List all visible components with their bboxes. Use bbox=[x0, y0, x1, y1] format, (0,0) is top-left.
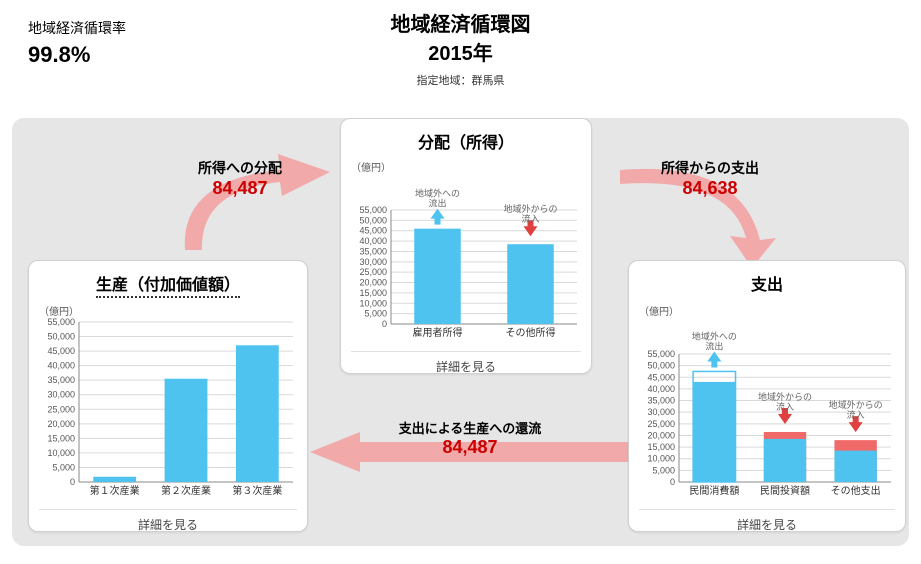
svg-text:40,000: 40,000 bbox=[647, 384, 675, 394]
flow-to-prod-text: 支出による生産への還流 bbox=[360, 418, 580, 437]
svg-text:5,000: 5,000 bbox=[52, 462, 75, 472]
svg-text:45,000: 45,000 bbox=[47, 346, 75, 356]
flow-label-to-prod: 支出による生産への還流 84,487 bbox=[360, 418, 580, 458]
rate-block: 地域経済循環率 99.8% bbox=[28, 18, 126, 68]
title-block: 地域経済循環図 2015年 指定地域：群馬県 bbox=[0, 8, 921, 88]
svg-text:30,000: 30,000 bbox=[47, 390, 75, 400]
detail-link-expenditure[interactable]: 詳細を見る bbox=[639, 509, 895, 533]
svg-text:35,000: 35,000 bbox=[647, 396, 675, 406]
flow-to-prod-value: 84,487 bbox=[360, 437, 580, 458]
rate-label: 地域経済循環率 bbox=[28, 18, 126, 38]
subtitle: 指定地域：群馬県 bbox=[0, 72, 921, 88]
svg-text:50,000: 50,000 bbox=[47, 332, 75, 342]
flow-to-exp-text: 所得からの支出 bbox=[630, 158, 790, 178]
svg-text:地域外への: 地域外への bbox=[415, 188, 460, 199]
panel-production: 生産（付加価値額） （億円） 0 5,000 10,000 15,000 20,000 2… bbox=[28, 260, 308, 532]
svg-text:5,000: 5,000 bbox=[652, 465, 675, 475]
svg-text:25,000: 25,000 bbox=[647, 419, 675, 429]
svg-text:20,000: 20,000 bbox=[359, 278, 387, 288]
svg-text:50,000: 50,000 bbox=[359, 215, 387, 225]
svg-text:45,000: 45,000 bbox=[647, 372, 675, 382]
svg-text:30,000: 30,000 bbox=[647, 407, 675, 417]
panel-expenditure: 支出 （億円） 0 5,00010,000 15,000 20,00025,000 30… bbox=[628, 260, 906, 532]
detail-link-production[interactable]: 詳細を見る bbox=[39, 509, 297, 533]
svg-text:流入: 流入 bbox=[847, 409, 865, 420]
detail-link-distribution[interactable]: 詳細を見る bbox=[351, 351, 581, 375]
ylabel-prod: （億円） bbox=[39, 303, 297, 318]
svg-text:10,000: 10,000 bbox=[647, 454, 675, 464]
ylabel-dist: （億円） bbox=[351, 159, 581, 174]
flow-label-to-dist: 所得への分配 84,487 bbox=[170, 158, 310, 199]
svg-text:15,000: 15,000 bbox=[47, 433, 75, 443]
svg-text:0: 0 bbox=[382, 319, 387, 329]
panel-distribution-title: 分配（所得） bbox=[351, 129, 581, 153]
panel-production-title: 生産（付加価値額） bbox=[39, 271, 297, 295]
svg-text:55,000: 55,000 bbox=[47, 318, 75, 327]
svg-text:雇用者所得: 雇用者所得 bbox=[413, 326, 463, 339]
svg-text:45,000: 45,000 bbox=[359, 226, 387, 236]
flow-to-dist-text: 所得への分配 bbox=[170, 158, 310, 178]
svg-text:55,000: 55,000 bbox=[647, 349, 675, 359]
svg-text:30,000: 30,000 bbox=[359, 257, 387, 267]
svg-text:35,000: 35,000 bbox=[359, 246, 387, 256]
svg-text:第２次産業: 第２次産業 bbox=[161, 484, 211, 497]
main-title-1: 地域経済循環図 bbox=[0, 8, 921, 37]
svg-text:地域外からの: 地域外からの bbox=[503, 203, 557, 214]
svg-text:35,000: 35,000 bbox=[47, 375, 75, 385]
svg-text:40,000: 40,000 bbox=[359, 236, 387, 246]
svg-text:流出: 流出 bbox=[428, 198, 446, 209]
svg-text:地域外からの: 地域外からの bbox=[758, 391, 812, 402]
main-title-2: 2015年 bbox=[0, 37, 921, 66]
svg-text:40,000: 40,000 bbox=[47, 361, 75, 371]
svg-text:0: 0 bbox=[670, 477, 675, 487]
flow-label-to-exp: 所得からの支出 84,638 bbox=[630, 158, 790, 199]
svg-text:25,000: 25,000 bbox=[359, 267, 387, 277]
ylabel-exp: （億円） bbox=[639, 303, 895, 318]
svg-text:第１次産業: 第１次産業 bbox=[90, 484, 140, 497]
svg-text:20,000: 20,000 bbox=[647, 430, 675, 440]
svg-text:流出: 流出 bbox=[705, 340, 723, 351]
svg-text:民間投資額: 民間投資額 bbox=[760, 484, 810, 497]
svg-text:15,000: 15,000 bbox=[647, 442, 675, 452]
svg-text:民間消費額: 民間消費額 bbox=[689, 484, 739, 497]
svg-text:20,000: 20,000 bbox=[47, 419, 75, 429]
chart-expenditure: 0 5,00010,000 15,000 20,00025,000 30,00035,0… bbox=[639, 318, 895, 498]
svg-text:第３次産業: 第３次産業 bbox=[232, 484, 282, 497]
chart-production: 0 5,000 10,000 15,000 20,000 25,000 30,000 35,0… bbox=[39, 318, 297, 498]
svg-text:55,000: 55,000 bbox=[359, 205, 387, 215]
svg-text:流入: 流入 bbox=[776, 401, 794, 412]
svg-text:50,000: 50,000 bbox=[647, 361, 675, 371]
svg-text:10,000: 10,000 bbox=[47, 448, 75, 458]
svg-text:その他支出: その他支出 bbox=[831, 484, 881, 497]
svg-text:その他所得: その他所得 bbox=[506, 326, 556, 339]
svg-text:0: 0 bbox=[70, 477, 75, 487]
panel-expenditure-title: 支出 bbox=[639, 271, 895, 295]
chart-distribution: 05,00010,00015,00020,00025,00030,00035,0… bbox=[351, 174, 581, 340]
svg-text:10,000: 10,000 bbox=[359, 298, 387, 308]
flow-to-dist-value: 84,487 bbox=[170, 178, 310, 199]
svg-text:25,000: 25,000 bbox=[47, 404, 75, 414]
flow-to-exp-value: 84,638 bbox=[630, 178, 790, 199]
svg-text:流入: 流入 bbox=[521, 213, 539, 224]
svg-text:地域外への: 地域外への bbox=[692, 330, 737, 341]
svg-text:15,000: 15,000 bbox=[359, 288, 387, 298]
rate-value: 99.8% bbox=[28, 42, 126, 68]
svg-text:5,000: 5,000 bbox=[364, 309, 387, 319]
svg-text:地域外からの: 地域外からの bbox=[829, 399, 883, 410]
panel-distribution: 分配（所得） （億円） 05,00010,00015,00020,00025,0… bbox=[340, 118, 592, 374]
